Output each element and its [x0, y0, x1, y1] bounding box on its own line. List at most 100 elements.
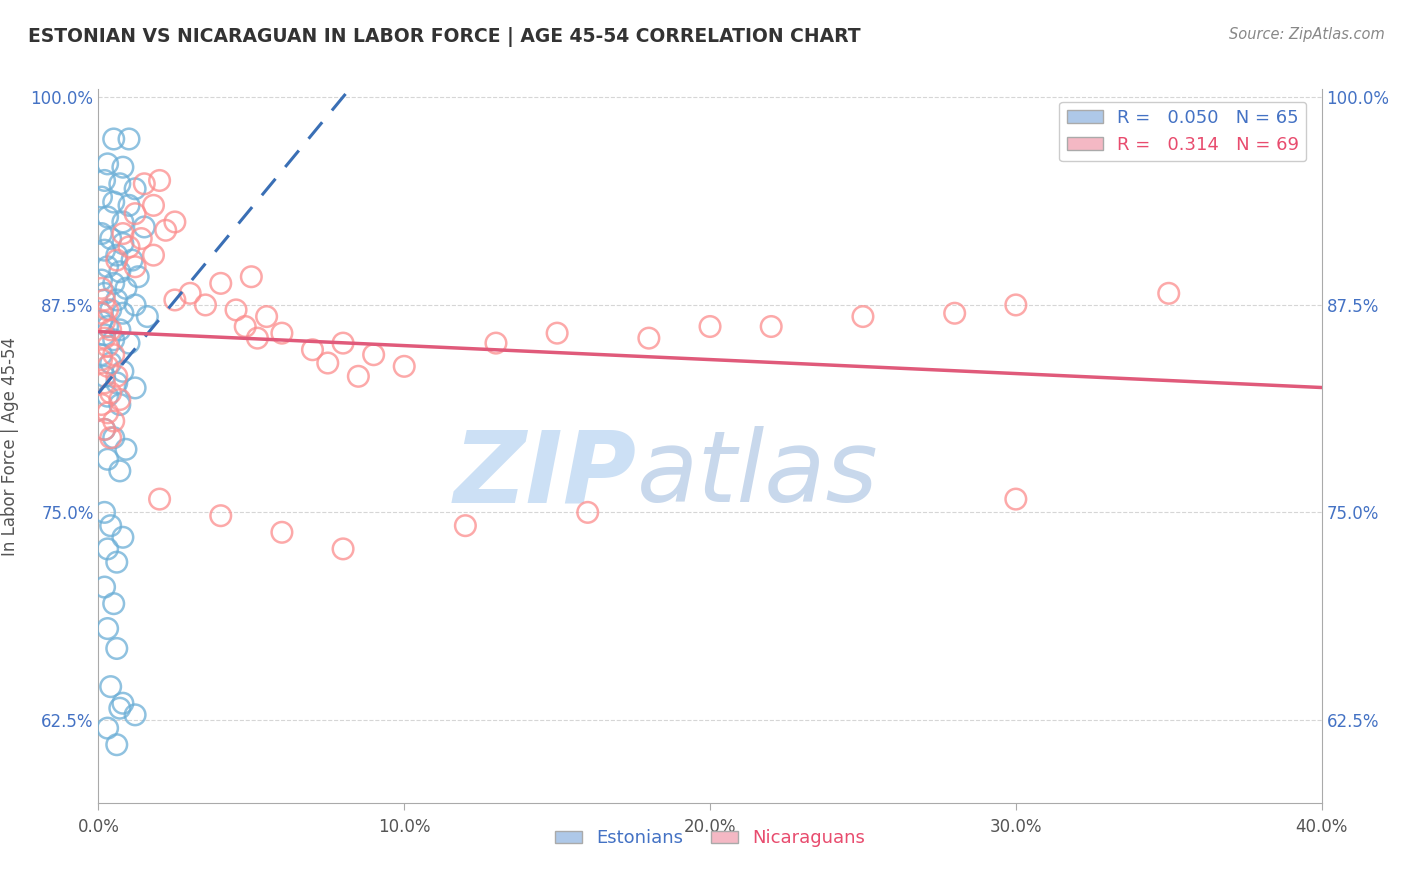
Point: [256, 310, 278, 324]
Point: [105, 641, 128, 656]
Point: [129, 231, 152, 245]
Point: [100, 431, 122, 445]
Point: [225, 302, 247, 317]
Point: [759, 319, 782, 334]
Point: [852, 310, 875, 324]
Point: [270, 326, 292, 340]
Point: [118, 198, 141, 212]
Point: [108, 265, 131, 279]
Legend: Estonians, Nicaraguans: Estonians, Nicaraguans: [548, 822, 872, 855]
Point: [149, 173, 172, 187]
Point: [100, 323, 122, 337]
Text: ZIP: ZIP: [454, 426, 637, 523]
Point: [301, 343, 323, 357]
Point: [1004, 298, 1026, 312]
Point: [93, 422, 115, 436]
Point: [136, 310, 159, 324]
Point: [316, 356, 339, 370]
Point: [142, 198, 165, 212]
Point: [103, 414, 125, 428]
Y-axis label: In Labor Force | Age 45-54: In Labor Force | Age 45-54: [1, 336, 20, 556]
Point: [93, 293, 115, 307]
Point: [97, 302, 120, 317]
Point: [103, 431, 125, 445]
Point: [97, 210, 120, 224]
Point: [93, 243, 115, 257]
Point: [111, 306, 134, 320]
Point: [111, 696, 134, 710]
Point: [97, 452, 120, 467]
Text: Source: ZipAtlas.com: Source: ZipAtlas.com: [1229, 27, 1385, 42]
Point: [90, 281, 112, 295]
Point: [105, 248, 128, 262]
Point: [90, 348, 112, 362]
Point: [97, 339, 120, 353]
Point: [134, 177, 156, 191]
Point: [100, 518, 122, 533]
Point: [103, 277, 125, 291]
Point: [105, 253, 128, 268]
Point: [111, 215, 134, 229]
Point: [127, 269, 149, 284]
Point: [194, 298, 217, 312]
Point: [392, 359, 416, 374]
Point: [108, 464, 131, 478]
Point: [93, 505, 115, 519]
Point: [93, 173, 115, 187]
Point: [124, 298, 146, 312]
Point: [103, 132, 125, 146]
Point: [1157, 286, 1180, 301]
Point: [115, 281, 138, 295]
Point: [93, 331, 115, 345]
Point: [363, 348, 385, 362]
Point: [100, 385, 122, 400]
Point: [93, 314, 115, 328]
Point: [108, 397, 131, 411]
Point: [93, 422, 115, 436]
Point: [118, 240, 141, 254]
Point: [332, 336, 354, 351]
Point: [233, 319, 256, 334]
Point: [97, 359, 120, 374]
Point: [124, 182, 146, 196]
Point: [97, 541, 120, 556]
Point: [93, 286, 115, 301]
Point: [90, 273, 112, 287]
Point: [163, 293, 186, 307]
Point: [111, 227, 134, 241]
Point: [93, 580, 115, 594]
Point: [546, 326, 568, 340]
Point: [124, 207, 146, 221]
Point: [637, 331, 661, 345]
Point: [90, 314, 112, 328]
Point: [97, 319, 120, 334]
Text: atlas: atlas: [637, 426, 879, 523]
Point: [97, 721, 120, 735]
Point: [97, 406, 120, 420]
Point: [155, 223, 177, 237]
Point: [121, 253, 143, 268]
Point: [149, 492, 172, 507]
Text: ESTONIAN VS NICARAGUAN IN LABOR FORCE | AGE 45-54 CORRELATION CHART: ESTONIAN VS NICARAGUAN IN LABOR FORCE | …: [28, 27, 860, 46]
Point: [97, 157, 120, 171]
Point: [108, 323, 131, 337]
Point: [90, 352, 112, 367]
Point: [90, 397, 112, 411]
Point: [90, 227, 112, 241]
Point: [90, 190, 112, 204]
Point: [100, 680, 122, 694]
Point: [124, 260, 146, 274]
Point: [134, 219, 156, 234]
Point: [97, 622, 120, 636]
Point: [943, 306, 966, 320]
Point: [118, 336, 141, 351]
Point: [108, 701, 131, 715]
Point: [93, 369, 115, 384]
Point: [93, 327, 115, 342]
Point: [97, 260, 120, 274]
Point: [179, 286, 201, 301]
Point: [111, 236, 134, 251]
Point: [100, 356, 122, 370]
Point: [576, 505, 599, 519]
Point: [270, 525, 292, 540]
